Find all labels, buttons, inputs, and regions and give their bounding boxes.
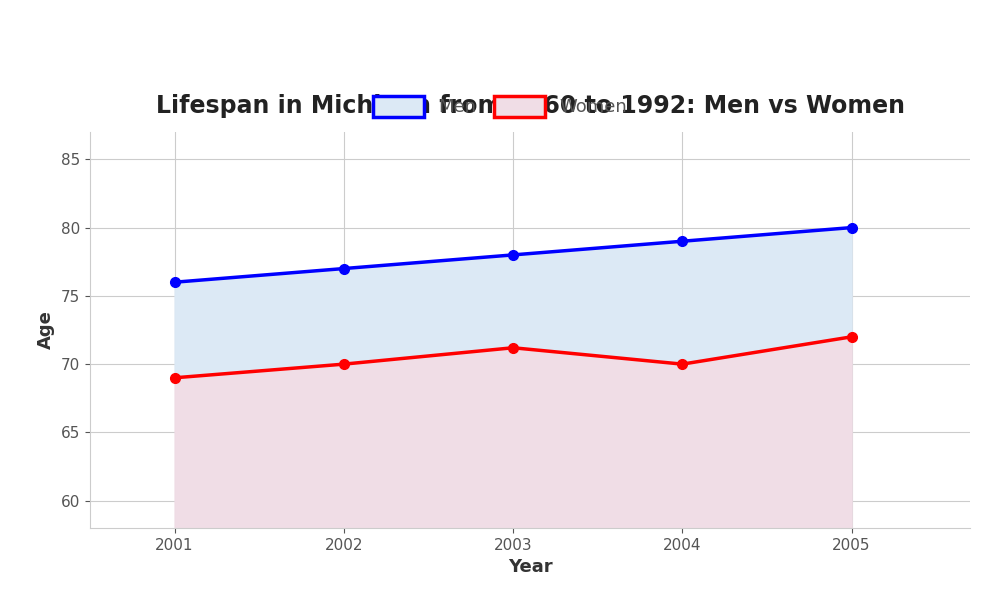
X-axis label: Year: Year [508,558,552,576]
Legend: Men, Women: Men, Women [364,87,636,126]
Y-axis label: Age: Age [37,311,55,349]
Title: Lifespan in Michigan from 1960 to 1992: Men vs Women: Lifespan in Michigan from 1960 to 1992: … [156,94,904,118]
